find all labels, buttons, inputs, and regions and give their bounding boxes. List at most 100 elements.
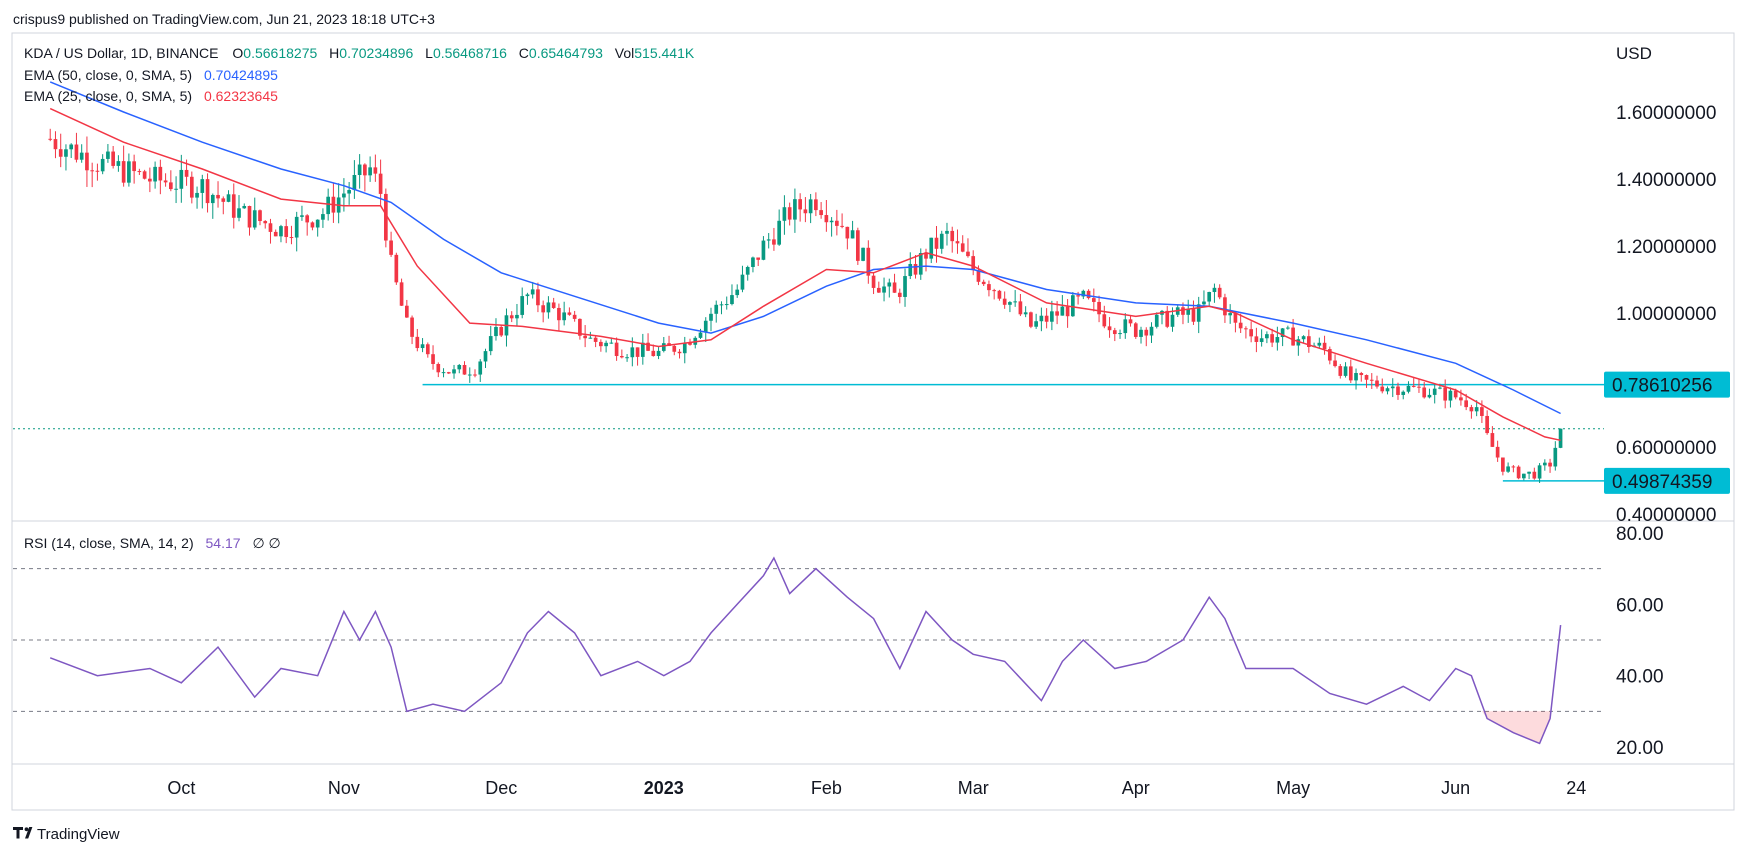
- candle-body: [1112, 330, 1117, 335]
- candle-body: [688, 342, 692, 345]
- candle-body: [588, 337, 593, 339]
- candle-body: [1002, 298, 1007, 305]
- candle-body: [1275, 337, 1280, 343]
- candle-body: [247, 205, 252, 228]
- candle-body: [1055, 311, 1059, 316]
- candle-body: [929, 237, 934, 259]
- candle-body: [1338, 366, 1343, 376]
- time-axis[interactable]: Oct Nov Dec 2023 Feb Mar Apr May Jun 24: [167, 778, 1586, 798]
- candle-body: [1186, 309, 1191, 315]
- candle-body: [116, 161, 121, 166]
- candle-body: [876, 287, 881, 293]
- candle-body: [1065, 306, 1070, 317]
- candle-body: [226, 194, 231, 202]
- candle-body: [614, 342, 619, 357]
- candle-body: [840, 225, 844, 227]
- candle-body: [1254, 336, 1259, 342]
- candle-body: [315, 219, 320, 228]
- volume-value: 515.441K: [634, 45, 695, 61]
- candle-body: [1364, 375, 1369, 380]
- candle-body: [1322, 342, 1327, 350]
- candle-body: [1071, 295, 1075, 317]
- candle-body: [672, 345, 677, 352]
- candle-body: [971, 256, 976, 271]
- candle-body: [258, 210, 262, 222]
- candle-body: [1196, 304, 1201, 322]
- candle-body: [1522, 473, 1526, 479]
- rsi-tick-label: 20.00: [1616, 738, 1664, 759]
- candle-body: [1453, 390, 1458, 398]
- candle-body: [394, 254, 399, 283]
- rsi-legend-value: 54.17: [206, 535, 241, 551]
- candle-body: [1553, 447, 1558, 467]
- legend: KDA / US Dollar, 1D, BINANCE O0.56618275…: [24, 45, 695, 551]
- candle-body: [1233, 313, 1238, 323]
- candle-body: [1527, 471, 1531, 474]
- time-tick-label: May: [1276, 778, 1310, 798]
- candle-body: [431, 354, 435, 364]
- candle-body: [913, 263, 918, 275]
- candle-body: [976, 270, 981, 282]
- time-tick-label: Apr: [1122, 778, 1150, 798]
- tradingview-logo[interactable]: TradingView: [13, 826, 120, 843]
- candle-body: [850, 230, 855, 239]
- price-tick-label: 1.00000000: [1616, 304, 1716, 325]
- rsi-tick-label: 40.00: [1616, 667, 1664, 688]
- price-tag: [1604, 371, 1730, 398]
- candle-body: [661, 343, 666, 351]
- candle-body: [546, 302, 551, 313]
- candle-body: [1081, 290, 1086, 297]
- candle-body: [1191, 309, 1196, 322]
- candle-body: [1249, 329, 1253, 337]
- candle-body: [640, 342, 645, 357]
- price-pane[interactable]: [13, 81, 1604, 484]
- low-value: 0.56468716: [433, 45, 507, 61]
- svg-text:EMA (25, close, 0, SMA, 5): EMA (25, close, 0, SMA, 5) 0.62323645: [24, 88, 278, 104]
- candle-body: [551, 302, 556, 308]
- time-tick-label: Feb: [811, 778, 842, 798]
- rsi-pane[interactable]: 80.00 60.00 40.00 20.00: [13, 524, 1664, 759]
- candle-body: [111, 151, 115, 166]
- candle-body: [121, 161, 126, 183]
- candle-body: [1076, 295, 1080, 297]
- candle-body: [441, 372, 446, 374]
- candle-body: [252, 210, 257, 228]
- candle-body: [918, 253, 923, 275]
- price-tag: [1604, 467, 1730, 494]
- candle-body: [420, 344, 425, 349]
- candle-body: [85, 152, 89, 171]
- candle-body: [703, 320, 708, 333]
- candle-body: [1202, 301, 1206, 305]
- candle-body: [966, 251, 970, 257]
- candle-body: [756, 257, 761, 260]
- candle-body: [871, 275, 876, 288]
- price-axis[interactable]: USD 1.60000000 1.40000000 1.20000000 1.0000…: [1604, 44, 1730, 526]
- candle-body: [1369, 379, 1374, 381]
- candle-body: [782, 207, 787, 221]
- candle-body: [1023, 312, 1028, 315]
- candle-body: [1144, 329, 1149, 336]
- candle-body: [1034, 321, 1038, 327]
- candle-body: [1270, 334, 1274, 343]
- candle-body: [682, 342, 687, 354]
- time-tick-label: Oct: [167, 778, 195, 798]
- candle-body: [1018, 301, 1023, 315]
- candle-body: [1207, 292, 1212, 302]
- candle-body: [268, 223, 273, 232]
- candle-body: [1448, 390, 1453, 401]
- candle-body: [730, 295, 734, 305]
- candle-body: [625, 357, 629, 359]
- candle-body: [1432, 388, 1437, 395]
- candle-body: [263, 221, 268, 224]
- candle-body: [294, 216, 299, 238]
- candle-body: [997, 290, 1002, 299]
- candle-body: [724, 304, 729, 306]
- candle-body: [829, 220, 834, 223]
- candle-body: [1506, 466, 1510, 472]
- candle-body: [494, 326, 498, 337]
- candle-body: [305, 215, 310, 223]
- candle-body: [473, 374, 477, 376]
- candle-body: [515, 314, 519, 319]
- candle-body: [284, 226, 289, 238]
- price-tick-label: 0.40000000: [1616, 505, 1716, 526]
